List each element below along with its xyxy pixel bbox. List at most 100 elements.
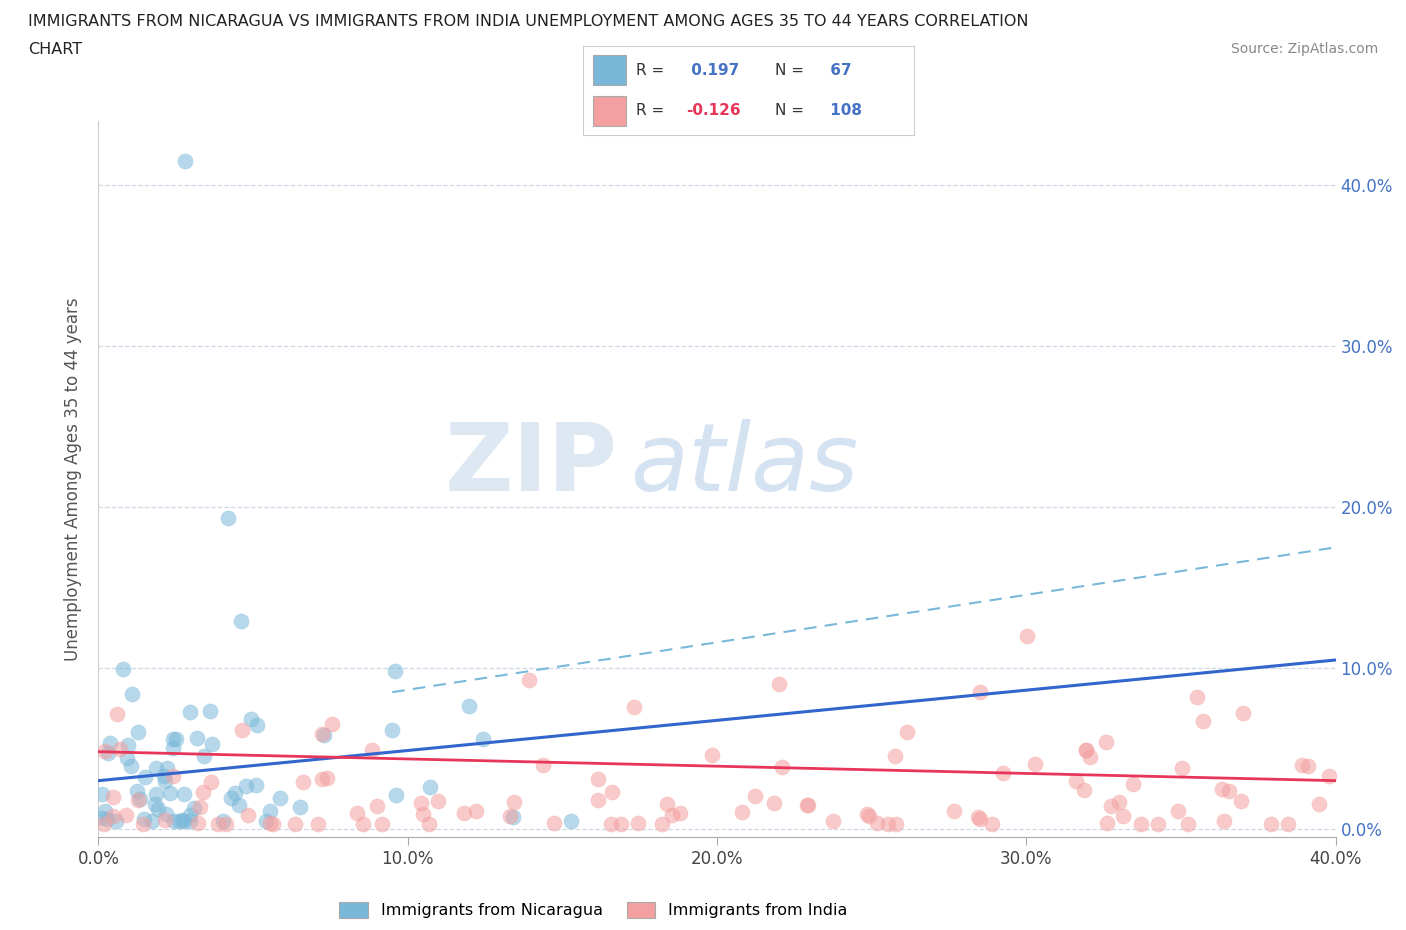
Point — [651, 817, 673, 831]
Point — [179, 807, 201, 822]
Point — [600, 785, 623, 800]
Point — [1129, 817, 1152, 831]
Point — [174, 153, 197, 168]
Point — [162, 741, 184, 756]
Point — [1211, 782, 1233, 797]
Point — [193, 748, 215, 763]
Point — [153, 774, 176, 789]
Point — [1232, 706, 1254, 721]
Point — [143, 797, 166, 812]
Point — [352, 817, 374, 831]
Point — [744, 789, 766, 804]
Point — [1218, 784, 1240, 799]
Point — [991, 765, 1014, 780]
Point — [884, 749, 907, 764]
Point — [259, 804, 281, 818]
Point — [186, 816, 208, 830]
Point — [762, 795, 785, 810]
Point — [283, 817, 305, 831]
Point — [661, 807, 683, 822]
Text: R =: R = — [637, 63, 669, 78]
Point — [427, 794, 450, 809]
Point — [858, 808, 880, 823]
Text: 67: 67 — [825, 63, 851, 78]
Point — [145, 761, 167, 776]
Point — [103, 809, 125, 824]
Point — [170, 813, 193, 828]
Point — [94, 744, 117, 759]
Point — [1230, 793, 1253, 808]
Point — [127, 792, 149, 807]
Point — [1185, 689, 1208, 704]
Point — [464, 804, 486, 818]
Point — [292, 775, 315, 790]
Point — [770, 760, 793, 775]
Point — [1171, 760, 1194, 775]
Point — [823, 813, 845, 828]
Point — [1212, 814, 1234, 829]
Text: Source: ZipAtlas.com: Source: ZipAtlas.com — [1230, 42, 1378, 56]
Point — [472, 732, 495, 747]
Text: N =: N = — [775, 103, 808, 118]
Point — [155, 806, 177, 821]
Point — [866, 816, 889, 830]
Point — [236, 807, 259, 822]
Point — [127, 784, 149, 799]
Point — [165, 732, 187, 747]
Text: N =: N = — [775, 63, 808, 78]
Point — [112, 661, 135, 676]
Point — [1074, 742, 1097, 757]
Point — [519, 672, 541, 687]
Point — [201, 737, 224, 751]
Point — [1291, 758, 1313, 773]
Point — [224, 785, 246, 800]
Point — [162, 732, 184, 747]
Point — [1308, 797, 1330, 812]
Point — [966, 810, 988, 825]
Point — [100, 736, 122, 751]
Point — [877, 817, 900, 831]
Point — [942, 804, 965, 819]
Text: atlas: atlas — [630, 419, 859, 511]
Point — [366, 799, 388, 814]
Point — [93, 817, 115, 831]
Point — [655, 796, 678, 811]
Point — [1112, 809, 1135, 824]
Point — [1095, 735, 1118, 750]
Point — [1074, 743, 1097, 758]
Point — [969, 684, 991, 699]
Point — [307, 817, 329, 831]
Point — [212, 814, 235, 829]
Point — [200, 775, 222, 790]
Point — [231, 723, 253, 737]
Point — [1024, 757, 1046, 772]
Point — [610, 817, 633, 831]
Point — [1260, 817, 1282, 831]
Point — [105, 706, 128, 721]
Point — [173, 787, 195, 802]
Point — [217, 511, 239, 525]
Point — [110, 741, 132, 756]
Point — [207, 817, 229, 831]
Point — [1146, 817, 1168, 831]
Point — [418, 817, 440, 831]
Point — [269, 790, 291, 805]
Point — [969, 812, 991, 827]
Point — [419, 780, 441, 795]
Point — [768, 677, 790, 692]
Point — [167, 814, 190, 829]
Point — [311, 772, 333, 787]
Point — [543, 816, 565, 830]
Point — [1122, 777, 1144, 791]
FancyBboxPatch shape — [593, 56, 627, 86]
Point — [312, 727, 335, 742]
Point — [796, 798, 818, 813]
Point — [94, 804, 117, 818]
Point — [896, 724, 918, 739]
Point — [105, 814, 128, 829]
Point — [191, 785, 214, 800]
Point — [599, 817, 621, 831]
Point — [560, 814, 582, 829]
Point — [321, 716, 343, 731]
Point — [129, 791, 152, 806]
